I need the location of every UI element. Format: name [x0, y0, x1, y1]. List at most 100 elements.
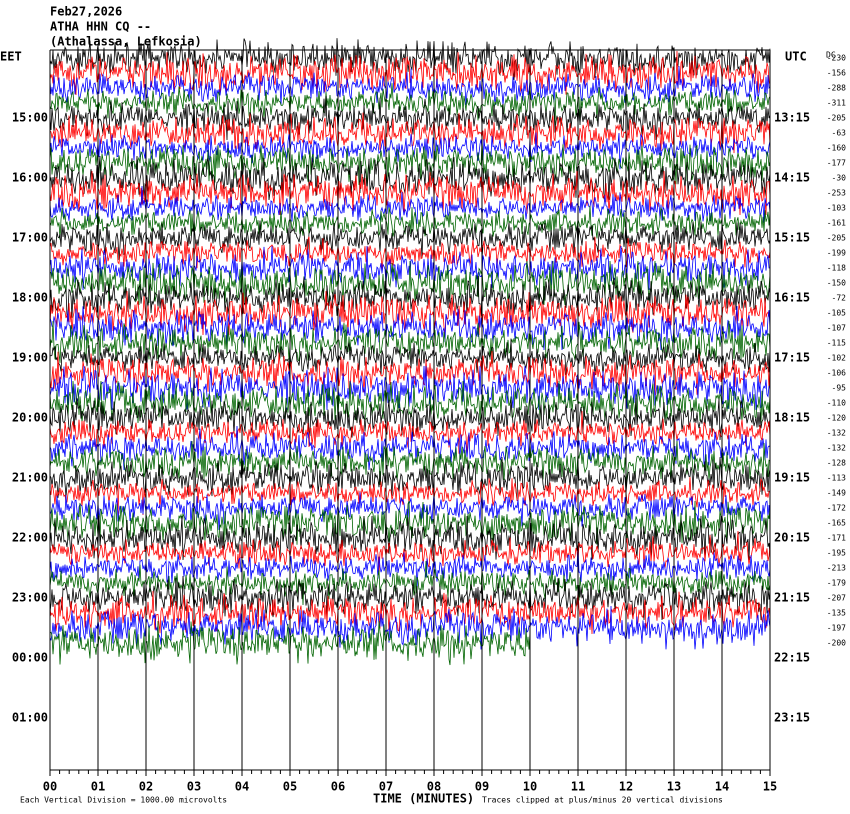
trace: [49, 365, 771, 411]
traces: [49, 38, 771, 666]
right-hour-label: 16:15: [774, 291, 810, 305]
trace: [49, 320, 771, 364]
dc-offset: -30: [832, 174, 847, 183]
right-hour-label: 13:15: [774, 111, 810, 125]
x-tick-label: 11: [571, 780, 585, 794]
trace: [49, 132, 771, 170]
left-hour-label: 20:00: [12, 411, 48, 425]
trace: [49, 590, 771, 635]
trace: [49, 500, 771, 546]
left-hour-label: 21:00: [12, 471, 48, 485]
trace: [49, 380, 771, 424]
trace: [49, 397, 771, 441]
dc-offset: -165: [827, 519, 846, 528]
left-hour-label: 19:00: [12, 351, 48, 365]
x-tick-label: 04: [235, 780, 249, 794]
dc-offset: -213: [827, 564, 846, 573]
dc-offset: -118: [827, 264, 846, 273]
dc-offset: -132: [827, 429, 846, 438]
right-hour-label: 17:15: [774, 351, 810, 365]
trace: [49, 546, 771, 591]
x-tick-label: 02: [139, 780, 153, 794]
dc-offset: -95: [832, 384, 847, 393]
trace: [49, 260, 771, 306]
left-hour-label: 15:00: [12, 111, 48, 125]
dc-offset: -171: [827, 534, 846, 543]
dc-offset: -113: [827, 474, 846, 483]
left-hour-label: 18:00: [12, 291, 48, 305]
dc-offset: -102: [827, 354, 846, 363]
dc-offset: -172: [827, 504, 846, 513]
trace: [49, 83, 771, 126]
dc-offset: -179: [827, 579, 846, 588]
trace: [49, 350, 771, 396]
scale-note: Each Vertical Division = 1000.00 microvo…: [20, 796, 227, 805]
x-tick-label: 09: [475, 780, 489, 794]
trace: [49, 515, 771, 561]
dc-offset: -63: [832, 129, 847, 138]
trace: [49, 112, 771, 154]
right-axis-title: UTC: [785, 50, 807, 64]
trace: [49, 560, 771, 606]
right-hour-label: 19:15: [774, 471, 810, 485]
dc-offset: -195: [827, 549, 846, 558]
trace: [49, 410, 771, 456]
trace: [49, 155, 771, 201]
x-tick-label: 12: [619, 780, 633, 794]
trace: [49, 140, 771, 186]
right-hour-label: 23:15: [774, 711, 810, 725]
trace: [49, 205, 771, 240]
dc-offset: -253: [827, 189, 846, 198]
date: Feb27,2026: [50, 5, 122, 19]
right-hour-label: 15:15: [774, 231, 810, 245]
dc-offset: -115: [827, 339, 846, 348]
dc-offset: -132: [827, 444, 846, 453]
trace: [49, 476, 771, 516]
x-tick-label: 10: [523, 780, 537, 794]
dc-offset: -135: [827, 609, 846, 618]
dc-offset: -230: [827, 54, 846, 63]
left-hour-label: 16:00: [12, 171, 48, 185]
dc-offset: -288: [827, 84, 846, 93]
left-hour-label: 01:00: [12, 711, 48, 725]
dc-offset: -107: [827, 324, 846, 333]
right-hour-label: 22:15: [774, 651, 810, 665]
dc-title: DC: [826, 51, 836, 60]
trace: [49, 530, 771, 576]
x-axis-title: TIME (MINUTES): [373, 792, 474, 806]
left-axis-title: EET: [0, 50, 22, 64]
dc-offset: -161: [827, 219, 846, 228]
trace: [49, 236, 771, 271]
dc-offset: -120: [827, 414, 846, 423]
location: (Athalassa, Lefkosia): [50, 35, 202, 49]
trace: [49, 440, 771, 486]
x-tick-label: 08: [427, 780, 441, 794]
clip-note: Traces clipped at plus/minus 20 vertical…: [482, 796, 723, 805]
x-tick-label: 03: [187, 780, 201, 794]
dc-offset: -72: [832, 294, 847, 303]
x-tick-label: 06: [331, 780, 345, 794]
dc-offset: -103: [827, 204, 846, 213]
x-tick-label: 01: [91, 780, 105, 794]
trace: [49, 50, 771, 96]
dc-offset: -311: [827, 99, 846, 108]
trace: [49, 95, 771, 141]
trace: [49, 425, 771, 471]
left-hour-label: 23:00: [12, 591, 48, 605]
dc-offset: -160: [827, 144, 846, 153]
dc-offset: -110: [827, 399, 846, 408]
trace: [49, 185, 771, 224]
dc-offset: -105: [827, 309, 846, 318]
trace: [49, 290, 771, 336]
dc-offset: -205: [827, 234, 846, 243]
dc-offset: -197: [827, 624, 846, 633]
trace: [49, 605, 771, 650]
right-hour-label: 21:15: [774, 591, 810, 605]
dc-offset: -200: [827, 639, 846, 648]
dc-offset: -207: [827, 594, 846, 603]
dc-offset: -106: [827, 369, 846, 378]
trace: [49, 455, 771, 500]
right-hour-label: 14:15: [774, 171, 810, 185]
